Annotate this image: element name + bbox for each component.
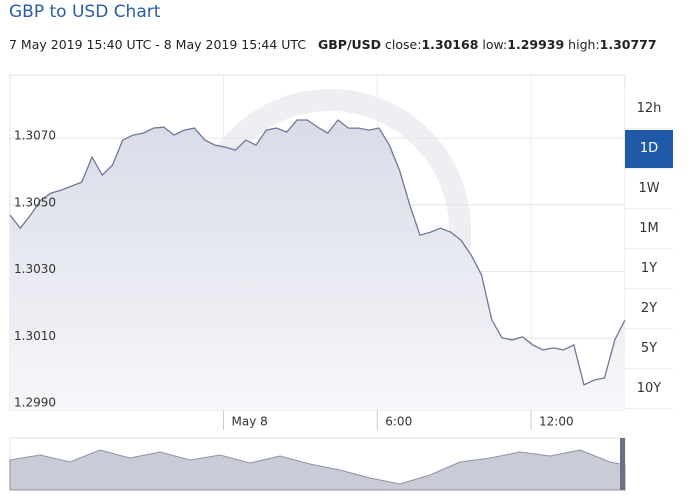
navigator-series [9,449,626,491]
y-tick-label: 1.3010 [14,329,56,343]
range-button[interactable]: 5Y [625,330,673,369]
chart-title: GBP to USD Chart [9,2,161,22]
x-tick-label: 6:00 [385,415,412,429]
range-button[interactable]: 2Y [625,290,673,329]
date-range: 7 May 2019 15:40 UTC - 8 May 2019 15:44 … [9,37,307,52]
subtitle: 7 May 2019 15:40 UTC - 8 May 2019 15:44 … [9,37,657,52]
y-tick-label: 1.2990 [14,395,56,409]
close-label: close: [385,37,422,52]
range-button[interactable]: 12h [625,90,673,129]
range-button[interactable]: 1D [625,130,673,169]
range-button[interactable]: 1Y [625,250,673,289]
navigator-handle [620,438,625,490]
low-value: 1.29939 [507,37,565,52]
pair: GBP/USD [318,37,382,52]
low-label: low: [482,37,508,52]
range-button[interactable]: 1M [625,210,673,249]
close-value: 1.30168 [421,37,479,52]
range-button[interactable]: 10Y [625,370,673,409]
range-button[interactable]: 1W [625,170,673,209]
y-tick-label: 1.3050 [14,195,56,209]
x-tick-label: May 8 [232,415,268,429]
line [9,119,626,386]
area [10,120,625,410]
y-tick-label: 1.3070 [14,129,56,143]
y-tick-label: 1.3030 [14,262,56,276]
high-label: high: [568,37,600,52]
x-tick-label: 12:00 [539,415,574,429]
high-value: 1.30777 [599,37,657,52]
